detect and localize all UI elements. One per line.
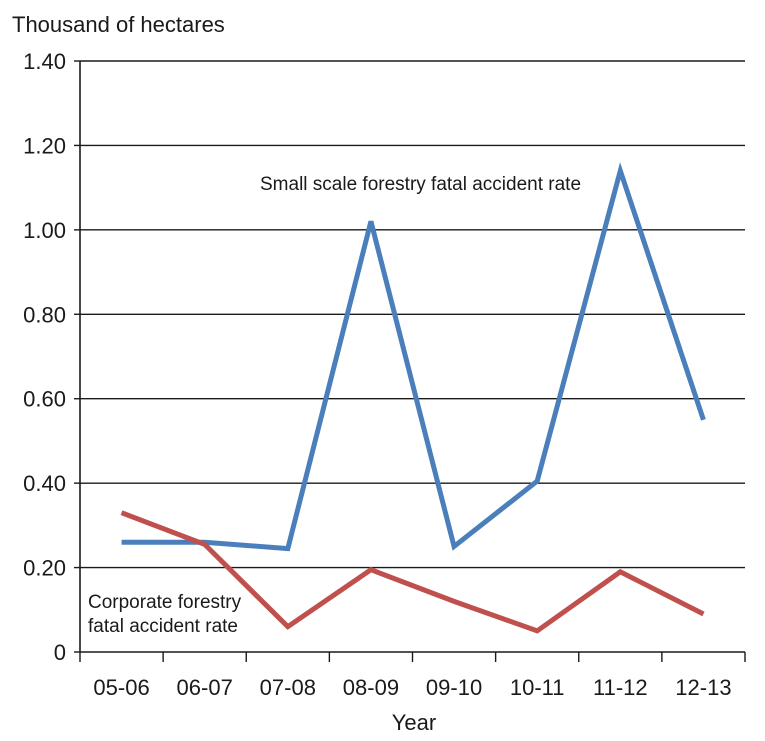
x-tick-label: 06-07 xyxy=(177,675,233,700)
y-tick-label: 0.40 xyxy=(23,471,66,496)
series-line-0 xyxy=(121,162,706,552)
x-axis-title: Year xyxy=(392,710,436,735)
x-tick-label: 08-09 xyxy=(343,675,399,700)
x-tick-label: 12-13 xyxy=(675,675,731,700)
y-tick-labels: 0 0.20 0.40 0.60 0.80 1.00 1.20 1.40 xyxy=(23,49,66,665)
x-tick-label: 07-08 xyxy=(260,675,316,700)
y-tick-label: 1.00 xyxy=(23,218,66,243)
y-tick-label: 0.20 xyxy=(23,556,66,581)
x-tick-label: 10-11 xyxy=(510,675,565,700)
axes xyxy=(79,61,746,662)
series-lines xyxy=(120,162,706,634)
y-tick-label: 1.40 xyxy=(23,49,66,74)
annotation-small-scale: Small scale forestry fatal accident rate xyxy=(260,174,581,195)
y-tick-label: 0.60 xyxy=(23,387,66,412)
gridlines xyxy=(74,60,745,653)
x-tick-label: 05-06 xyxy=(93,675,149,700)
y-tick-label: 1.20 xyxy=(23,133,66,158)
x-tick-label: 09-10 xyxy=(426,675,482,700)
y-tick-label: 0 xyxy=(54,640,66,665)
x-tick-labels: 05-06 06-07 07-08 08-09 09-10 10-11 11-12 12-13 xyxy=(93,675,731,700)
series-line-1 xyxy=(120,510,705,634)
y-axis-title: Thousand of hectares xyxy=(12,12,225,37)
annotation-corporate-line2: fatal accident rate xyxy=(88,616,238,637)
y-tick-label: 0.80 xyxy=(23,302,66,327)
x-tick-label: 11-12 xyxy=(593,675,648,700)
annotation-corporate-line1: Corporate forestry xyxy=(88,592,242,613)
